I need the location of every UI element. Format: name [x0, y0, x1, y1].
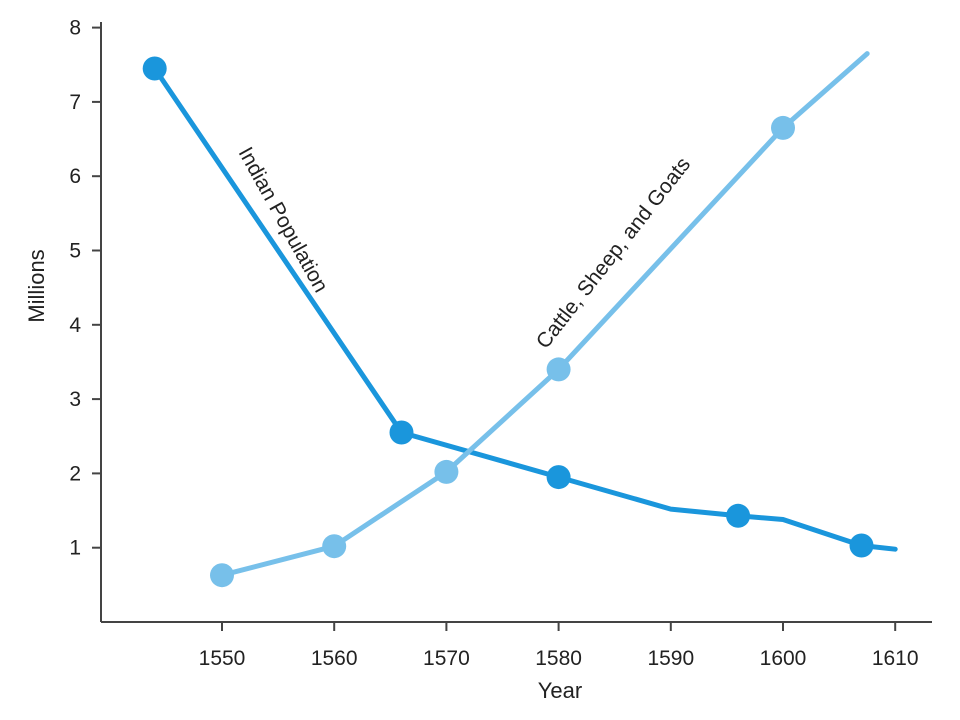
x-tick-label: 1550 — [199, 647, 246, 670]
y-tick-label: 7 — [69, 91, 81, 114]
y-tick-label: 8 — [69, 17, 81, 40]
x-tick-label: 1560 — [311, 647, 358, 670]
data-point-marker — [142, 56, 167, 81]
data-point-marker — [771, 115, 795, 140]
x-tick-label: 1600 — [760, 647, 807, 670]
series-line-0 — [152, 66, 898, 552]
series-lines — [152, 51, 898, 578]
y-tick-label: 5 — [69, 240, 81, 263]
data-point-marker — [849, 533, 874, 558]
data-point-marker — [322, 534, 347, 559]
series-markers — [142, 56, 874, 588]
y-tick-label: 3 — [69, 388, 81, 411]
y-tick-label: 6 — [69, 165, 81, 188]
data-point-marker — [726, 503, 751, 528]
x-tick-label: 1570 — [423, 647, 470, 670]
series-label-cattle-sheep-goats: Cattle, Sheep, and Goats — [532, 153, 695, 353]
y-tick-label: 4 — [69, 314, 81, 337]
data-point-marker — [434, 459, 459, 484]
y-axis-label: Millions — [24, 249, 49, 322]
data-point-marker — [210, 563, 234, 588]
series-line-1 — [219, 51, 870, 578]
data-point-marker — [546, 357, 571, 382]
series-label-indian-population: Indian Population — [234, 143, 333, 296]
x-tick-label: 1610 — [872, 647, 919, 670]
x-axis-label: Year — [538, 678, 582, 703]
data-point-marker — [546, 465, 571, 490]
x-axis-ticks: 1550 1560 1570 1580 1590 1600 1610 — [199, 622, 919, 670]
x-tick-label: 1580 — [535, 647, 582, 670]
y-tick-label: 1 — [69, 537, 81, 560]
y-tick-label: 2 — [69, 462, 81, 485]
x-tick-label: 1590 — [647, 647, 694, 670]
y-axis-ticks: 1 2 3 4 5 6 7 8 — [69, 17, 101, 560]
data-point-marker — [389, 420, 414, 445]
